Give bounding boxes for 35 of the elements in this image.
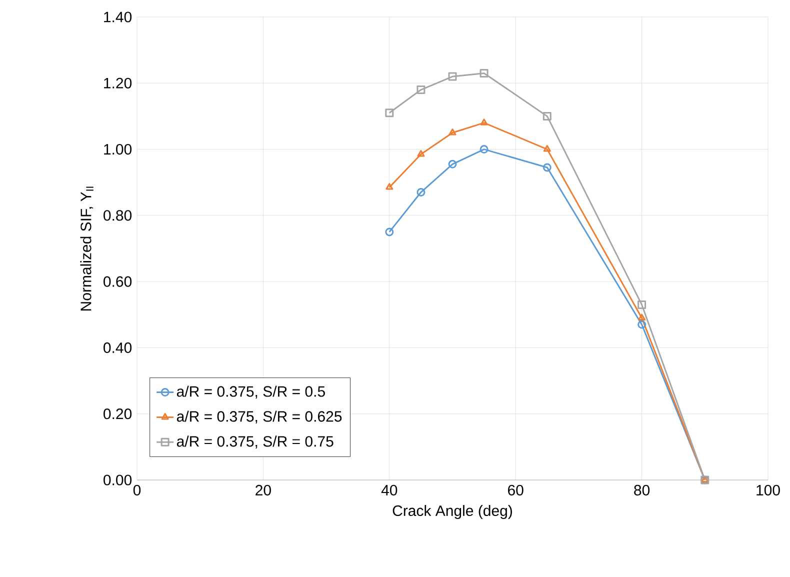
point [638, 314, 646, 320]
y-tick-label: 1.20 [104, 78, 132, 88]
y-tick-label: 1.00 [104, 144, 132, 155]
y-axis-title: Normalized SIF, Y$_{II}$ [80, 186, 94, 310]
y-tick-label: 0.80 [104, 210, 132, 221]
point [638, 320, 646, 329]
x-tick-label: 100 [756, 484, 780, 496]
point [385, 108, 394, 118]
x-tick-label: 20 [256, 484, 271, 496]
point [416, 188, 426, 197]
legend-label: a/R = 0.375, S/R = 0.5 [176, 386, 325, 399]
point [638, 300, 646, 309]
y-tick-label: 1.40 [104, 12, 132, 22]
y-tick-label: 0.40 [104, 342, 132, 354]
legend-label: a/R = 0.375, S/R = 0.625 [176, 410, 342, 424]
point [416, 86, 426, 94]
point [417, 150, 425, 157]
y-tick-label: 0.60 [104, 276, 132, 287]
point [542, 112, 552, 120]
x-tick-label: 60 [508, 484, 524, 496]
x-tick-label: 40 [381, 484, 398, 496]
point [480, 145, 488, 154]
x-tick-label: 80 [634, 484, 650, 496]
x-axis-title: Crack Angle (deg) [392, 505, 512, 519]
point [448, 160, 457, 168]
y-tick-label: 0.20 [104, 408, 132, 420]
point [542, 163, 552, 172]
point [480, 118, 488, 126]
point [448, 128, 456, 136]
point [448, 72, 457, 81]
point [480, 68, 488, 78]
x-tick-label: 0 [133, 484, 141, 496]
point [543, 145, 551, 152]
y-tick-label: 0.00 [104, 474, 132, 486]
legend-label: a/R = 0.375, S/R = 0.75 [176, 436, 334, 448]
